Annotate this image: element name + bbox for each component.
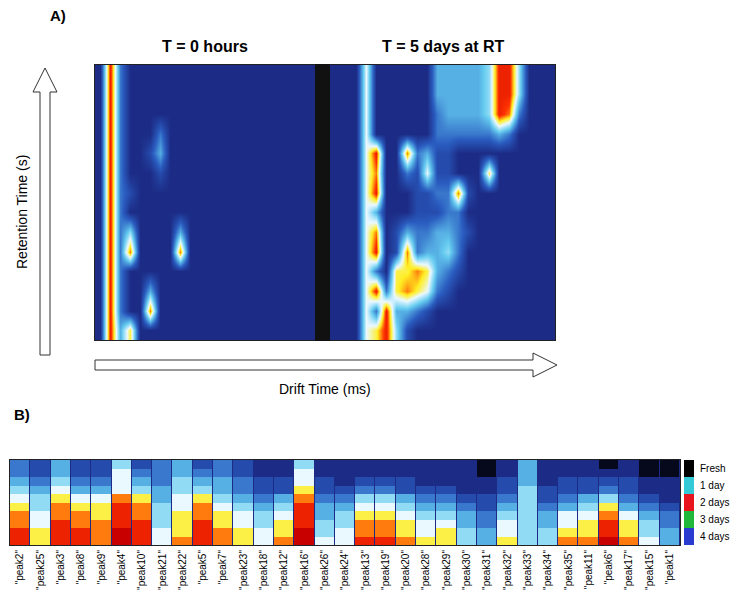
svg-text:"peak19": "peak19" — [380, 550, 391, 590]
svg-text:2 days: 2 days — [700, 497, 729, 508]
svg-text:"peak32": "peak32" — [502, 550, 513, 590]
svg-text:"peak9": "peak9" — [96, 550, 107, 585]
svg-text:"peak5": "peak5" — [197, 550, 208, 585]
svg-text:"peak15": "peak15" — [644, 550, 655, 590]
svg-text:"peak34": "peak34" — [542, 550, 553, 590]
svg-text:"peak3": "peak3" — [55, 550, 66, 585]
svg-text:"peak10": "peak10" — [136, 550, 147, 590]
svg-text:"peak33": "peak33" — [522, 550, 533, 590]
svg-text:"peak16": "peak16" — [299, 550, 310, 590]
svg-text:T = 5 days at RT: T = 5 days at RT — [382, 38, 504, 55]
svg-text:A): A) — [50, 7, 66, 24]
svg-text:4 days: 4 days — [700, 531, 729, 542]
svg-text:"peak1": "peak1" — [664, 550, 675, 585]
svg-text:"peak24": "peak24" — [339, 550, 350, 590]
svg-text:"peak13": "peak13" — [360, 550, 371, 590]
svg-text:3 days: 3 days — [700, 514, 729, 525]
svg-text:"peak35": "peak35" — [563, 550, 574, 590]
svg-text:Fresh: Fresh — [700, 463, 726, 474]
svg-text:"peak22": "peak22" — [177, 550, 188, 590]
svg-text:"peak4": "peak4" — [116, 550, 127, 585]
svg-text:T = 0 hours: T = 0 hours — [162, 38, 248, 55]
svg-text:"peak25": "peak25" — [35, 550, 46, 590]
svg-text:"peak8": "peak8" — [75, 550, 86, 585]
svg-text:1 day: 1 day — [700, 480, 724, 491]
svg-text:"peak26": "peak26" — [319, 550, 330, 590]
svg-text:B): B) — [14, 406, 30, 423]
svg-text:"peak28": "peak28" — [420, 550, 431, 590]
svg-text:"peak11": "peak11" — [583, 550, 594, 590]
svg-text:"peak20": "peak20" — [400, 550, 411, 590]
svg-text:"peak12": "peak12" — [278, 550, 289, 590]
svg-text:"peak29": "peak29" — [441, 550, 452, 590]
svg-text:"peak23": "peak23" — [238, 550, 249, 590]
svg-text:"peak31": "peak31" — [481, 550, 492, 590]
svg-text:"peak30": "peak30" — [461, 550, 472, 590]
svg-text:Drift Time (ms): Drift Time (ms) — [279, 381, 371, 397]
svg-text:"peak21": "peak21" — [157, 550, 168, 590]
svg-text:"peak2": "peak2" — [14, 550, 25, 585]
svg-text:"peak7": "peak7" — [217, 550, 228, 585]
svg-text:"peak6": "peak6" — [603, 550, 614, 585]
svg-text:"peak18": "peak18" — [258, 550, 269, 590]
svg-text:Retention Time (s): Retention Time (s) — [14, 155, 30, 269]
svg-text:"peak17": "peak17" — [623, 550, 634, 590]
